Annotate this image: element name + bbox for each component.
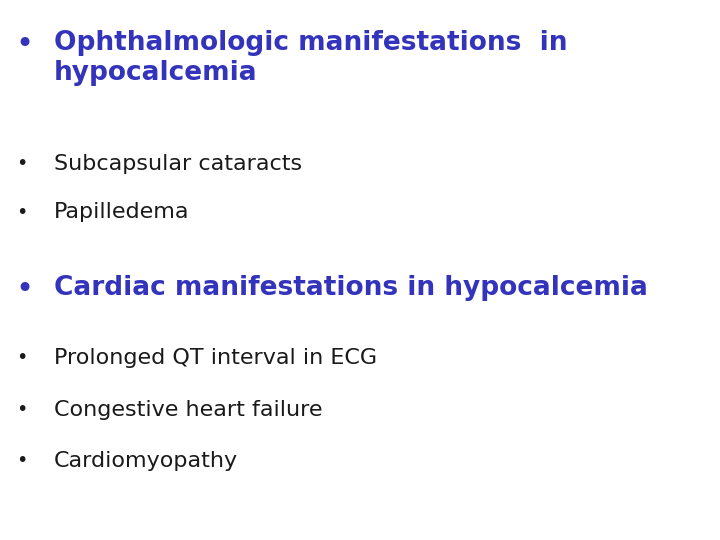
Text: •: • — [16, 275, 34, 305]
Text: •: • — [16, 451, 27, 470]
Text: •: • — [16, 30, 34, 59]
Text: •: • — [16, 154, 27, 173]
Text: Cardiomyopathy: Cardiomyopathy — [54, 451, 238, 471]
Text: •: • — [16, 202, 27, 221]
Text: Subcapsular cataracts: Subcapsular cataracts — [54, 154, 302, 174]
Text: Prolonged QT interval in ECG: Prolonged QT interval in ECG — [54, 348, 377, 368]
Text: Congestive heart failure: Congestive heart failure — [54, 400, 323, 420]
Text: •: • — [16, 348, 27, 367]
Text: •: • — [16, 400, 27, 419]
Text: Ophthalmologic manifestations  in
hypocalcemia: Ophthalmologic manifestations in hypocal… — [54, 30, 567, 86]
Text: Cardiac manifestations in hypocalcemia: Cardiac manifestations in hypocalcemia — [54, 275, 648, 301]
Text: Papilledema: Papilledema — [54, 202, 189, 222]
